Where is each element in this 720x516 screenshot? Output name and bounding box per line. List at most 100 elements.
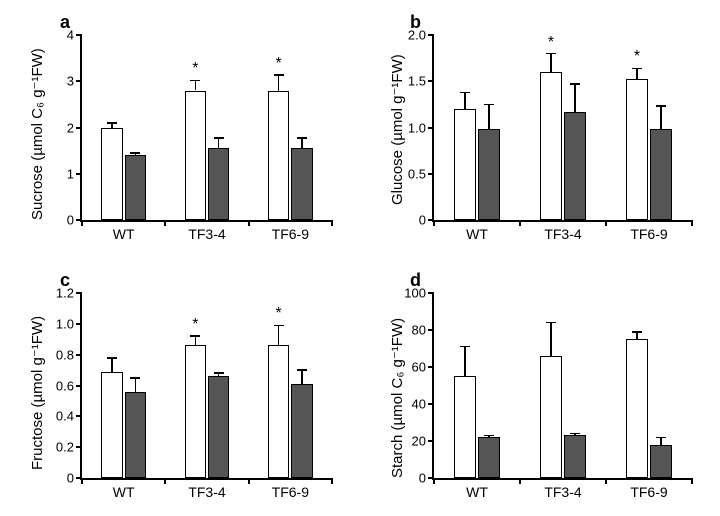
error-bar	[636, 68, 638, 79]
x-tick-label: TF3-4	[544, 220, 581, 242]
plot-area-a: 01234WTTF3-4*TF6-9*	[80, 35, 332, 222]
x-tick-label: TF3-4	[188, 220, 225, 242]
error-cap	[460, 346, 470, 348]
bar-filled	[650, 129, 672, 220]
bar-open	[185, 345, 207, 478]
y-tick-label: 0.2	[56, 440, 82, 455]
x-tick	[433, 220, 435, 226]
error-cap	[570, 433, 580, 435]
x-tick	[605, 478, 607, 484]
error-cap	[632, 68, 642, 70]
x-tick-label: WT	[113, 220, 135, 242]
x-tick	[605, 220, 607, 226]
bar-filled	[125, 155, 147, 220]
x-tick	[691, 220, 693, 226]
error-cap	[214, 372, 224, 374]
x-tick-label: TF6-9	[272, 220, 309, 242]
error-cap	[274, 325, 284, 327]
y-tick-label: 0.8	[56, 347, 82, 362]
bar-filled	[564, 112, 586, 220]
x-tick	[248, 220, 250, 226]
error-bar	[550, 54, 552, 73]
significance-marker: *	[548, 34, 554, 52]
bar-filled	[291, 148, 313, 220]
x-tick	[164, 220, 166, 226]
y-tick-label: 100	[404, 286, 434, 301]
error-cap	[546, 322, 556, 324]
bar-open	[268, 345, 290, 478]
bar-filled	[564, 435, 586, 478]
error-bar	[464, 347, 466, 377]
x-tick-label: WT	[466, 220, 488, 242]
y-axis-title-d: Starch (µmol C₆ g⁻¹FW)	[388, 318, 406, 478]
bar-filled	[208, 376, 230, 478]
y-tick-label: 1	[67, 166, 82, 181]
error-bar	[660, 437, 662, 444]
y-tick-label: 4	[67, 28, 82, 43]
bar-filled	[208, 148, 230, 220]
y-tick-label: 0	[419, 213, 434, 228]
error-bar	[195, 336, 197, 345]
error-cap	[632, 331, 642, 333]
error-bar	[574, 84, 576, 112]
plot-area-c: 00.20.40.60.81.01.2WTTF3-4*TF6-9*	[80, 293, 332, 480]
error-cap	[570, 83, 580, 85]
bar-filled	[291, 384, 313, 478]
y-tick-label: 0.5	[408, 166, 434, 181]
y-tick-label: 20	[412, 434, 434, 449]
error-bar	[550, 323, 552, 356]
error-cap	[274, 74, 284, 76]
error-cap	[484, 435, 494, 437]
y-tick-label: 1.0	[56, 316, 82, 331]
bar-open	[540, 72, 562, 220]
bar-open	[268, 91, 290, 220]
x-tick-label: WT	[113, 478, 135, 500]
y-axis-title-c: Fructose (µmol g⁻¹FW)	[28, 316, 46, 470]
error-cap	[460, 92, 470, 94]
y-tick-label: 80	[412, 323, 434, 338]
error-cap	[190, 335, 200, 337]
x-tick-label: TF3-4	[544, 478, 581, 500]
bar-filled	[478, 437, 500, 478]
y-tick-label: 0.6	[56, 378, 82, 393]
error-bar	[301, 370, 303, 384]
y-tick-label: 1.2	[56, 286, 82, 301]
y-axis-title-a: Sucrose (µmol C₆ g⁻¹FW)	[28, 48, 46, 220]
significance-marker: *	[192, 60, 198, 78]
plot-area-d: 020406080100WTTF3-4TF6-9	[432, 293, 692, 480]
y-tick-label: 40	[412, 397, 434, 412]
error-cap	[656, 437, 666, 439]
bar-open	[540, 356, 562, 478]
error-bar	[636, 332, 638, 339]
y-axis-title-b: Glucose (µmol g⁻¹FW)	[388, 54, 406, 205]
x-tick	[691, 478, 693, 484]
y-tick-label: 1.5	[408, 74, 434, 89]
error-bar	[218, 138, 220, 148]
x-tick	[81, 220, 83, 226]
y-tick-label: 0	[67, 213, 82, 228]
plot-area-b: 00.51.01.52.0WTTF3-4*TF6-9*	[432, 35, 692, 222]
error-cap	[130, 377, 140, 379]
error-cap	[107, 122, 117, 124]
x-tick-label: TF6-9	[630, 220, 667, 242]
x-tick	[433, 478, 435, 484]
bar-filled	[650, 445, 672, 478]
error-cap	[190, 80, 200, 82]
error-cap	[130, 152, 140, 154]
x-tick-label: TF3-4	[188, 478, 225, 500]
error-bar	[278, 325, 280, 345]
x-tick	[81, 478, 83, 484]
y-tick-label: 0	[419, 471, 434, 486]
x-tick	[519, 478, 521, 484]
x-tick	[331, 220, 333, 226]
error-cap	[214, 137, 224, 139]
error-bar	[301, 138, 303, 148]
error-bar	[135, 378, 137, 392]
x-tick-label: TF6-9	[630, 478, 667, 500]
error-bar	[278, 75, 280, 91]
bar-open	[185, 91, 207, 221]
y-tick-label: 3	[67, 74, 82, 89]
error-cap	[297, 137, 307, 139]
bar-open	[454, 376, 476, 478]
error-cap	[484, 104, 494, 106]
